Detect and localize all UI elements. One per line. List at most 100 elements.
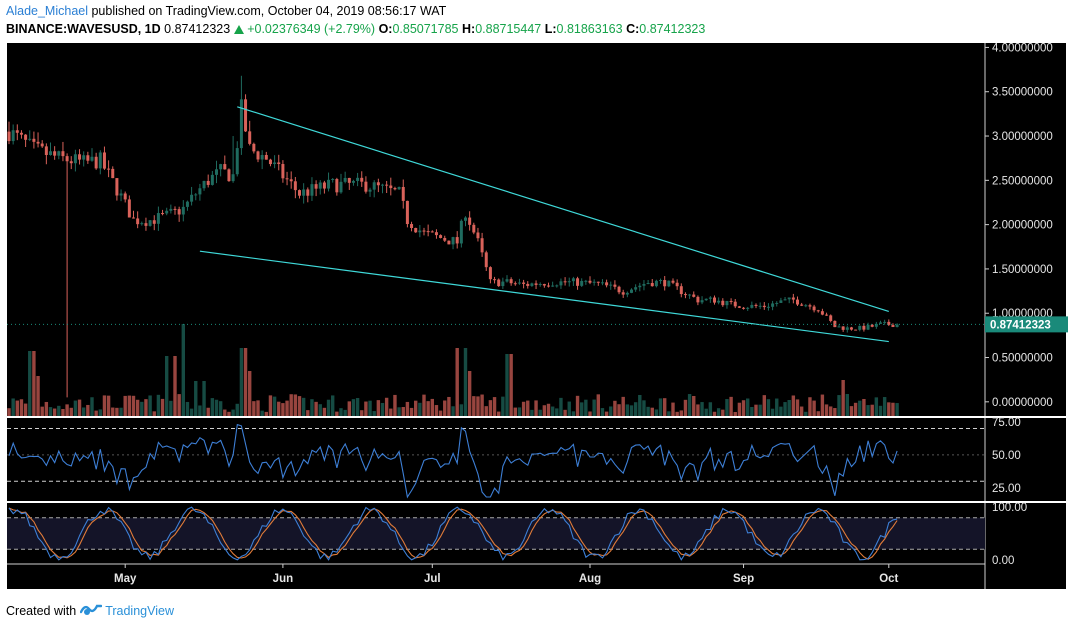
volume-bar [870,404,874,416]
candle-body [825,314,829,316]
candle-body [646,283,650,285]
volume-bar [372,411,376,416]
candle-body [816,310,820,312]
candle-body [704,298,708,301]
volume-bar [401,407,405,416]
volume-bar [368,400,372,416]
volume-bar [775,398,779,416]
price-tick-label-4: 2.00000000 [992,220,1053,232]
volume-bar [451,406,455,416]
candle-body [405,200,409,225]
candle-body [866,324,870,330]
price-axis-background [985,43,1066,589]
last-price: 0.87412323 [164,22,231,36]
volume-bar [144,399,148,416]
candle-body [136,218,140,225]
volume-bar [559,397,563,416]
candle-body [335,179,339,193]
candle-body [327,179,331,189]
volume-bar [140,401,144,416]
volume-bar [501,396,505,416]
volume-bar [654,409,659,416]
candle-body [501,281,505,287]
volume-bar [57,405,61,416]
volume-bar [40,406,44,416]
symbol-label: BINANCE:WAVESUSD, 1D [6,22,161,36]
candle-body [434,232,438,236]
open-label: O: [378,22,393,36]
volume-bar [604,411,609,416]
candle-body [351,180,355,183]
candle-body [268,159,272,165]
candle-body [111,168,115,179]
volume-bar [77,399,82,416]
candle-body [397,186,401,190]
candle-body [800,304,804,306]
candle-body [600,282,604,284]
volume-bar [887,402,891,416]
volume-bar [177,394,181,416]
volume-bar [405,401,410,416]
tradingview-brand[interactable]: TradingView [105,603,174,618]
tradingview-logo-icon [79,602,103,619]
price-tick-label-8: 0.00000000 [992,397,1053,409]
candle-body [339,181,343,193]
candle-body [219,164,223,170]
candle-body [750,304,754,308]
volume-bar [895,403,899,416]
up-arrow-icon [234,25,245,34]
volume-bar [98,409,102,416]
candle-body [779,300,783,303]
candle-body [281,164,285,179]
candle-body [273,162,277,165]
candle-body [538,284,542,286]
volume-bar [555,408,559,416]
candle-body [746,307,750,309]
candle-body [239,99,243,149]
high-value: 0.88715447 [475,22,542,36]
volume-bar [90,397,94,416]
candle-body [663,280,667,287]
volume-bar [426,401,430,416]
candle-body [119,193,123,196]
author-link[interactable]: Alade_Michael [6,4,88,18]
published-text: published on TradingView.com, October 04… [88,4,447,18]
volume-bar [28,351,32,416]
volume-bar [52,408,57,416]
volume-bar [700,402,704,416]
candle-body [849,327,853,330]
volume-bar [708,402,713,416]
volume-bar [617,404,621,416]
candle-body [650,283,654,287]
candle-body [285,178,289,180]
volume-bar [712,411,717,416]
volume-bar [542,405,547,416]
candle-body [488,267,492,280]
rsi-level-label-1: 50.00 [992,450,1021,462]
volume-bar [69,407,73,416]
candle-body [289,179,293,182]
candle-body [368,189,372,192]
candle-body [115,178,119,196]
candle-body [223,164,227,170]
candle-body [654,280,658,287]
volume-bar [683,399,688,416]
volume-bar [231,409,235,416]
volume-bar [422,394,426,416]
volume-bar [314,401,318,416]
volume-bar [609,406,613,416]
volume-bar [563,409,567,416]
volume-bar [227,411,231,416]
volume-bar [15,400,19,416]
candle-body [688,294,692,296]
candle-body [630,289,633,293]
volume-bar [833,408,837,416]
volume-bar [23,403,28,416]
candle-body [638,285,642,288]
candle-body [98,152,102,169]
volume-bar [882,397,887,416]
volume-bar [194,381,198,416]
price-tick-label-1: 3.50000000 [992,87,1053,99]
volume-bar [94,410,98,416]
